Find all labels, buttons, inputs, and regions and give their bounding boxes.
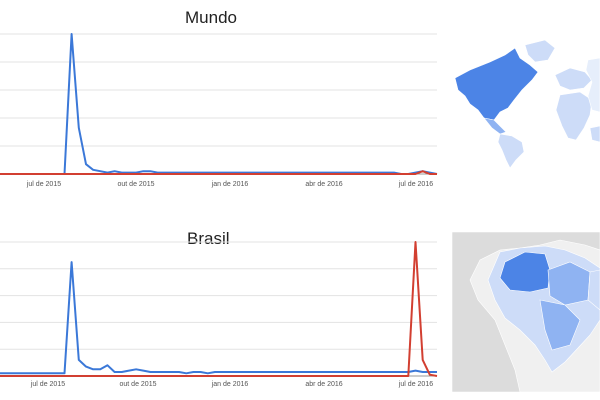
x-tick-label: jul de 2015	[30, 381, 65, 388]
x-tick-label: jul de 2015	[26, 181, 61, 188]
x-tick-label: out de 2015	[120, 381, 157, 388]
chart-mundo: jul de 2015 out de 2015 jan de 2016 abr de …	[0, 33, 438, 188]
map-central-america	[483, 117, 507, 135]
map-oceania	[589, 125, 600, 143]
map-europe	[554, 67, 593, 91]
world-map	[454, 39, 600, 169]
x-tick-label: jan de 2016	[211, 181, 249, 188]
series-line-1	[0, 170, 437, 175]
map-north-america	[454, 47, 539, 121]
x-tick-label: out de 2015	[118, 181, 155, 188]
map-state-mid-2	[539, 299, 581, 351]
x-tick-label: abr de 2016	[305, 181, 342, 188]
map-state-amazonas	[499, 251, 551, 293]
chart-title-brasil: Brasil	[187, 229, 230, 248]
brazil-map	[451, 231, 600, 393]
chart-brasil: jul de 2015 out de 2015 jan de 2016 abr de …	[0, 241, 438, 388]
map-south-america	[497, 133, 525, 169]
map-greenland	[524, 39, 556, 63]
series-line-0	[0, 261, 437, 375]
x-tick-label: jul de 2016	[398, 381, 433, 388]
chart-title-mundo: Mundo	[185, 8, 237, 27]
x-tick-label: jan de 2016	[211, 381, 249, 388]
x-tick-label: jul de 2016	[398, 181, 433, 188]
map-asia	[585, 57, 600, 113]
map-neighbor-countries	[451, 231, 600, 393]
map-africa	[555, 91, 593, 141]
series-line-1	[0, 241, 438, 377]
map-state-light-1	[587, 269, 600, 311]
series-line-0	[0, 33, 438, 175]
x-tick-label: abr de 2016	[305, 381, 342, 388]
